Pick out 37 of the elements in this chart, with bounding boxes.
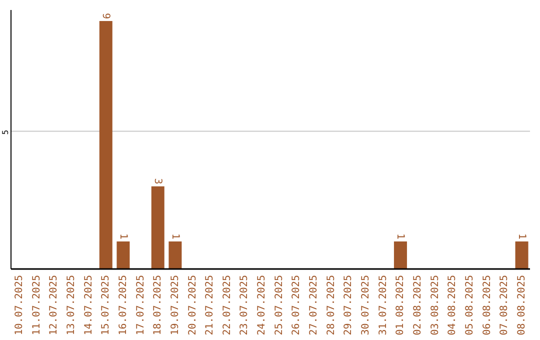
x-tick-label: 18.07.2025 — [152, 275, 164, 336]
x-tick-label: 23.07.2025 — [239, 275, 250, 336]
x-tick-label: 19.07.2025 — [170, 275, 181, 336]
data-label: 1 — [394, 233, 406, 240]
data-label: 9 — [100, 12, 112, 20]
x-tick-label: 17.07.2025 — [135, 275, 146, 336]
x-tick-label: 13.07.2025 — [66, 275, 77, 336]
x-tick-label: 11.07.2025 — [31, 275, 42, 336]
x-tick-label: 14.07.2025 — [83, 275, 94, 336]
x-tick-label: 03.08.2025 — [430, 275, 441, 336]
x-tick-label: 29.07.2025 — [343, 275, 354, 336]
x-tick-label: 26.07.2025 — [291, 275, 302, 336]
data-label: 1 — [169, 233, 180, 240]
data-label: 1 — [516, 233, 528, 240]
x-tick-label: 20.07.2025 — [187, 275, 198, 336]
data-label: 3 — [152, 178, 164, 184]
data-label: 1 — [117, 233, 128, 240]
x-tick-label: 01.08.2025 — [395, 275, 406, 336]
x-tick-label: 10.07.2025 — [14, 275, 25, 336]
x-tick-label: 02.08.2025 — [412, 275, 424, 336]
x-tick-label: 04.08.2025 — [447, 275, 458, 336]
x-tick-label: 22.07.2025 — [222, 275, 233, 336]
x-tick-label: 25.07.2025 — [274, 275, 285, 336]
x-tick-label: 24.07.2025 — [256, 275, 268, 336]
x-tick-label: 06.08.2025 — [482, 275, 493, 336]
x-tick-label: 30.07.2025 — [360, 275, 372, 336]
x-tick-label: 07.08.2025 — [499, 275, 510, 336]
x-tick-label: 08.08.2025 — [516, 275, 528, 336]
x-tick-label: 28.07.2025 — [326, 275, 337, 336]
x-tick-label: 31.07.2025 — [378, 275, 389, 336]
x-tick-label: 21.07.2025 — [204, 275, 216, 336]
y-tick-label: 5 — [1, 130, 10, 135]
x-tick-label: 27.07.2025 — [308, 275, 320, 336]
x-tick-label: 05.08.2025 — [464, 275, 476, 336]
x-tick-label: 16.07.2025 — [118, 275, 129, 336]
x-tick-label: 15.07.2025 — [100, 275, 112, 336]
x-tick-label: 12.07.2025 — [48, 275, 60, 336]
